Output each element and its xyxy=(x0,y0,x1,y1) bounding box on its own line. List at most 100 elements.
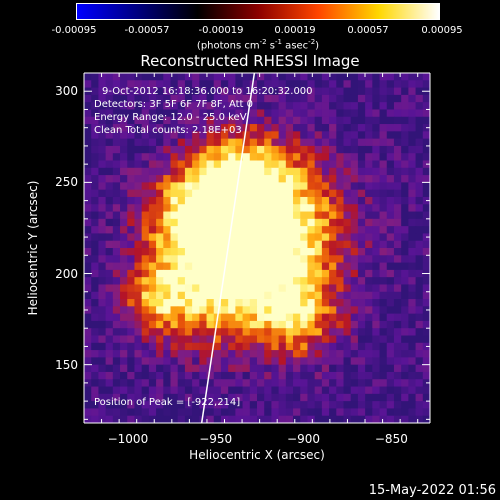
x-tick-label: −950 xyxy=(199,432,233,446)
heatmap-cell xyxy=(307,145,316,154)
heatmap-cell xyxy=(408,320,417,329)
heatmap-cell xyxy=(393,94,402,103)
heatmap-cell xyxy=(257,145,265,154)
heatmap-cell xyxy=(192,255,200,264)
heatmap-cell xyxy=(170,131,179,140)
heatmap-cell xyxy=(148,145,157,154)
heatmap-cell xyxy=(336,131,345,140)
heatmap-cell xyxy=(271,284,280,293)
heatmap-cell xyxy=(329,160,337,169)
heatmap-cell xyxy=(257,102,265,111)
heatmap-cell xyxy=(300,277,309,286)
heatmap-cell xyxy=(264,226,273,235)
heatmap-cell xyxy=(307,299,316,307)
heatmap-cell xyxy=(401,94,409,103)
heatmap-cell xyxy=(321,248,330,256)
heatmap-cell xyxy=(170,109,179,118)
heatmap-cell xyxy=(242,109,251,118)
annotation-energy: Energy Range: 12.0 - 25.0 keV xyxy=(94,112,247,123)
heatmap-cell xyxy=(393,255,402,264)
heatmap-cell xyxy=(127,102,136,111)
heatmap-cell xyxy=(293,269,301,278)
heatmap-cell xyxy=(300,350,309,358)
heatmap-cell xyxy=(285,233,294,242)
heatmap-cell xyxy=(386,248,395,256)
heatmap-cell xyxy=(134,182,143,191)
heatmap-cell xyxy=(415,313,424,322)
plot-area: 9-Oct-2012 16:18:36.000 to 16:20:32.000 … xyxy=(84,73,430,423)
heatmap-cell xyxy=(105,262,114,271)
heatmap-cell xyxy=(336,87,345,96)
heatmap-cell xyxy=(278,371,287,380)
heatmap-cell xyxy=(408,277,417,286)
heatmap-cell xyxy=(379,196,388,205)
heatmap-cell xyxy=(206,320,215,329)
heatmap-cell xyxy=(357,102,366,111)
heatmap-cell xyxy=(112,80,121,89)
heatmap-cell xyxy=(314,167,323,176)
heatmap-cell xyxy=(213,109,222,118)
heatmap-cell xyxy=(408,102,417,111)
heatmap-cell xyxy=(321,175,330,183)
heatmap-cell xyxy=(271,255,280,264)
heatmap-cell xyxy=(120,328,128,337)
heatmap-cell xyxy=(199,218,208,227)
heatmap-cell xyxy=(242,182,251,191)
heatmap-cell xyxy=(257,116,265,125)
heatmap-cell xyxy=(163,262,172,271)
heatmap-cell xyxy=(408,218,417,227)
heatmap-cell xyxy=(141,379,150,388)
heatmap-cell xyxy=(314,196,323,205)
heatmap-cell xyxy=(278,350,287,358)
heatmap-cell xyxy=(242,357,251,366)
heatmap-cell xyxy=(192,357,200,366)
heatmap-cell xyxy=(177,320,186,329)
heatmap-cell xyxy=(134,233,143,242)
heatmap-cell xyxy=(293,386,301,395)
heatmap-cell xyxy=(228,371,236,380)
heatmap-cell xyxy=(278,204,287,213)
heatmap-cell xyxy=(293,102,301,111)
heatmap-cell xyxy=(84,80,92,89)
heatmap-cell xyxy=(105,357,114,366)
heatmap-cell xyxy=(300,415,309,423)
heatmap-cell xyxy=(386,160,395,169)
heatmap-cell xyxy=(336,277,345,286)
heatmap-cell xyxy=(249,226,258,235)
heatmap-cell xyxy=(357,262,366,271)
heatmap-cell xyxy=(401,328,409,337)
heatmap-cell xyxy=(163,138,172,147)
heatmap-cell xyxy=(285,167,294,176)
heatmap-cell xyxy=(213,226,222,235)
heatmap-cell xyxy=(408,182,417,191)
heatmap-cell xyxy=(285,218,294,227)
heatmap-cell xyxy=(177,306,186,315)
heatmap-cell xyxy=(249,408,258,417)
heatmap-cell xyxy=(91,357,100,366)
heatmap-cell xyxy=(393,262,402,271)
heatmap-cell xyxy=(386,364,395,373)
heatmap-cell xyxy=(365,73,373,81)
heatmap-cell xyxy=(127,204,136,213)
heatmap-cell xyxy=(127,124,136,132)
heatmap-cell xyxy=(170,277,179,286)
heatmap-cell xyxy=(372,160,381,169)
heatmap-cell xyxy=(228,94,236,103)
heatmap-cell xyxy=(249,80,258,89)
heatmap-cell xyxy=(343,182,352,191)
heatmap-cell xyxy=(257,175,265,183)
heatmap-cell xyxy=(408,248,417,256)
heatmap-cell xyxy=(156,364,164,373)
heatmap-cell xyxy=(98,196,107,205)
heatmap-cell xyxy=(307,73,316,81)
heatmap-cell xyxy=(285,196,294,205)
heatmap-cell xyxy=(350,196,359,205)
heatmap-cell xyxy=(401,167,409,176)
heatmap-cell xyxy=(112,211,121,220)
heatmap-cell xyxy=(257,160,265,169)
heatmap-cell xyxy=(357,335,366,344)
heatmap-cell xyxy=(321,153,330,162)
heatmap-cell xyxy=(105,175,114,183)
heatmap-cell xyxy=(314,386,323,395)
